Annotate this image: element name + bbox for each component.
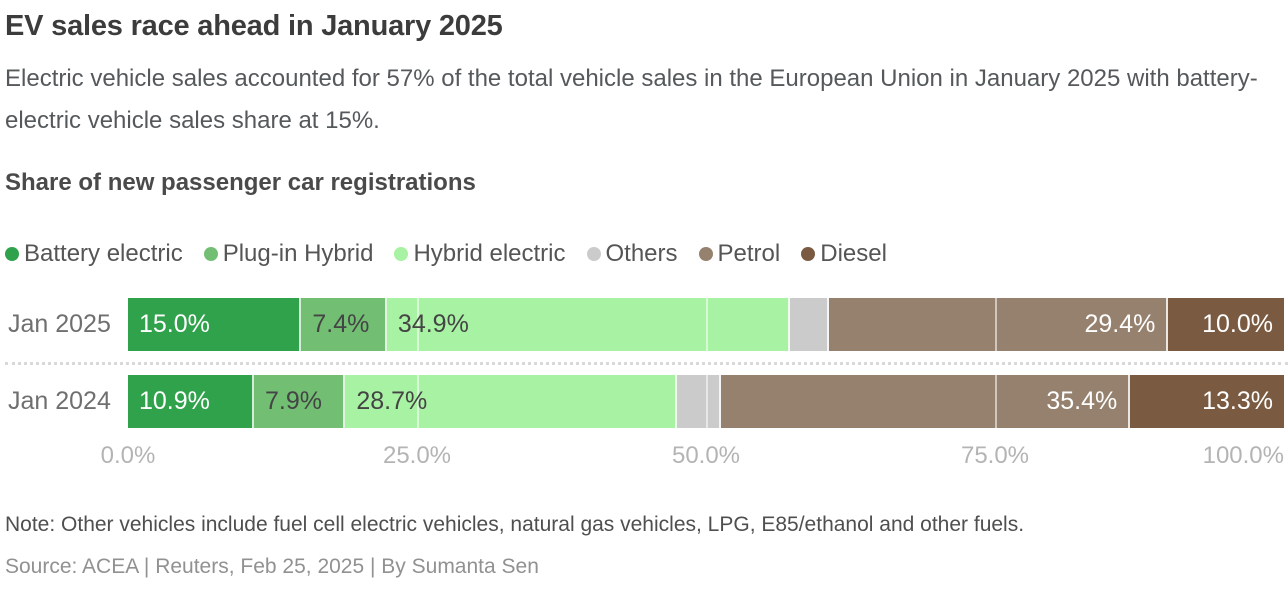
ev-sales-report: EV sales race ahead in January 2025 Elec… [5,10,1288,578]
axis-tick-label: 100.0% [1202,442,1284,469]
chart-section-title: Share of new passenger car registrations [5,169,476,196]
page-title: EV sales race ahead in January 2025 [5,10,503,42]
row-label: Jan 2024 [8,387,111,415]
legend-dot-icon [698,247,713,261]
grid-line [995,298,997,351]
bar-segment-petrol: 35.4% [721,375,1131,428]
bar-segment-battery-electric: 10.9% [128,375,254,428]
page-subtitle: Electric vehicle sales accounted for 57%… [5,65,1258,134]
legend-dot-icon [801,247,816,261]
chart-legend: Battery electric Plug-in Hybrid Hybrid ele… [5,240,1288,268]
legend-label: Hybrid electric [413,240,566,267]
row-label: Jan 2025 [8,310,111,338]
axis-tick-label: 75.0% [960,442,1030,469]
bar-segment-hybrid-electric: 28.7% [345,375,678,428]
bar-row-jan-2024: Jan 2024 10.9% 7.9% 28.7% 35.4% 13.3% [5,375,1288,428]
bar-segment-plug-in-hybrid: 7.9% [254,375,346,428]
stacked-bar-chart: Jan 2025 15.0% 7.4% 34.9% 29.4% 10.0% Jan 2024… [5,298,1288,428]
axis-tick-label: 50.0% [671,442,741,469]
segment-value-label: 13.3% [1202,387,1273,415]
bar-segment-others [677,375,721,428]
segment-value-label: 28.7% [356,387,428,415]
legend-item-hybrid-electric: Hybrid electric [394,240,566,268]
legend-item-battery-electric: Battery electric [5,240,183,268]
grid-line [706,298,708,351]
legend-label: Plug-in Hybrid [222,240,374,267]
bar-segment-battery-electric: 15.0% [128,298,302,351]
legend-label: Others [605,240,678,267]
grid-line [417,375,419,428]
bar-segment-petrol: 29.4% [828,298,1169,351]
legend-item-others: Others [586,240,678,268]
legend-dot-icon [586,247,601,261]
bar-segment-diesel: 13.3% [1130,375,1284,428]
grid-line [706,375,708,428]
bar-track: 10.9% 7.9% 28.7% 35.4% 13.3% [128,375,1284,428]
segment-value-label: 15.0% [139,310,210,338]
legend-label: Petrol [717,240,781,267]
axis-tick-label: 25.0% [382,442,452,469]
bar-track: 15.0% 7.4% 34.9% 29.4% 10.0% [128,298,1284,351]
x-axis: 0.0% 25.0% 50.0% 75.0% 100.0% [101,442,1284,472]
source-text: Source: ACEA | Reuters, Feb 25, 2025 | B… [5,555,539,578]
segment-value-label: 29.4% [1084,310,1156,338]
bar-segment-others [790,298,829,351]
legend-dot-icon [5,247,19,261]
segment-value-label: 7.9% [265,387,322,415]
legend-label: Diesel [820,240,887,267]
bar-segment-plug-in-hybrid: 7.4% [301,298,387,351]
segment-value-label: 35.4% [1046,387,1118,415]
legend-item-petrol: Petrol [698,240,781,268]
grid-line [995,375,997,428]
segment-value-label: 34.9% [397,310,469,338]
legend-label: Battery electric [24,240,183,267]
legend-dot-icon [203,247,218,261]
grid-line [417,298,419,351]
segment-value-label: 10.9% [139,387,210,415]
legend-item-plug-in-hybrid: Plug-in Hybrid [203,240,374,268]
segment-value-label: 10.0% [1202,310,1273,338]
row-separator [5,351,1288,375]
legend-dot-icon [394,247,409,261]
axis-tick-label: 0.0% [100,442,156,469]
bar-segment-hybrid-electric: 34.9% [386,298,791,351]
bar-row-jan-2025: Jan 2025 15.0% 7.4% 34.9% 29.4% 10.0% [5,298,1288,351]
note-text: Note: Other vehicles include fuel cell e… [5,513,1025,536]
bar-segment-diesel: 10.0% [1168,298,1284,351]
legend-item-diesel: Diesel [801,240,887,268]
row-separator-line [5,361,1288,365]
segment-value-label: 7.4% [312,310,370,338]
